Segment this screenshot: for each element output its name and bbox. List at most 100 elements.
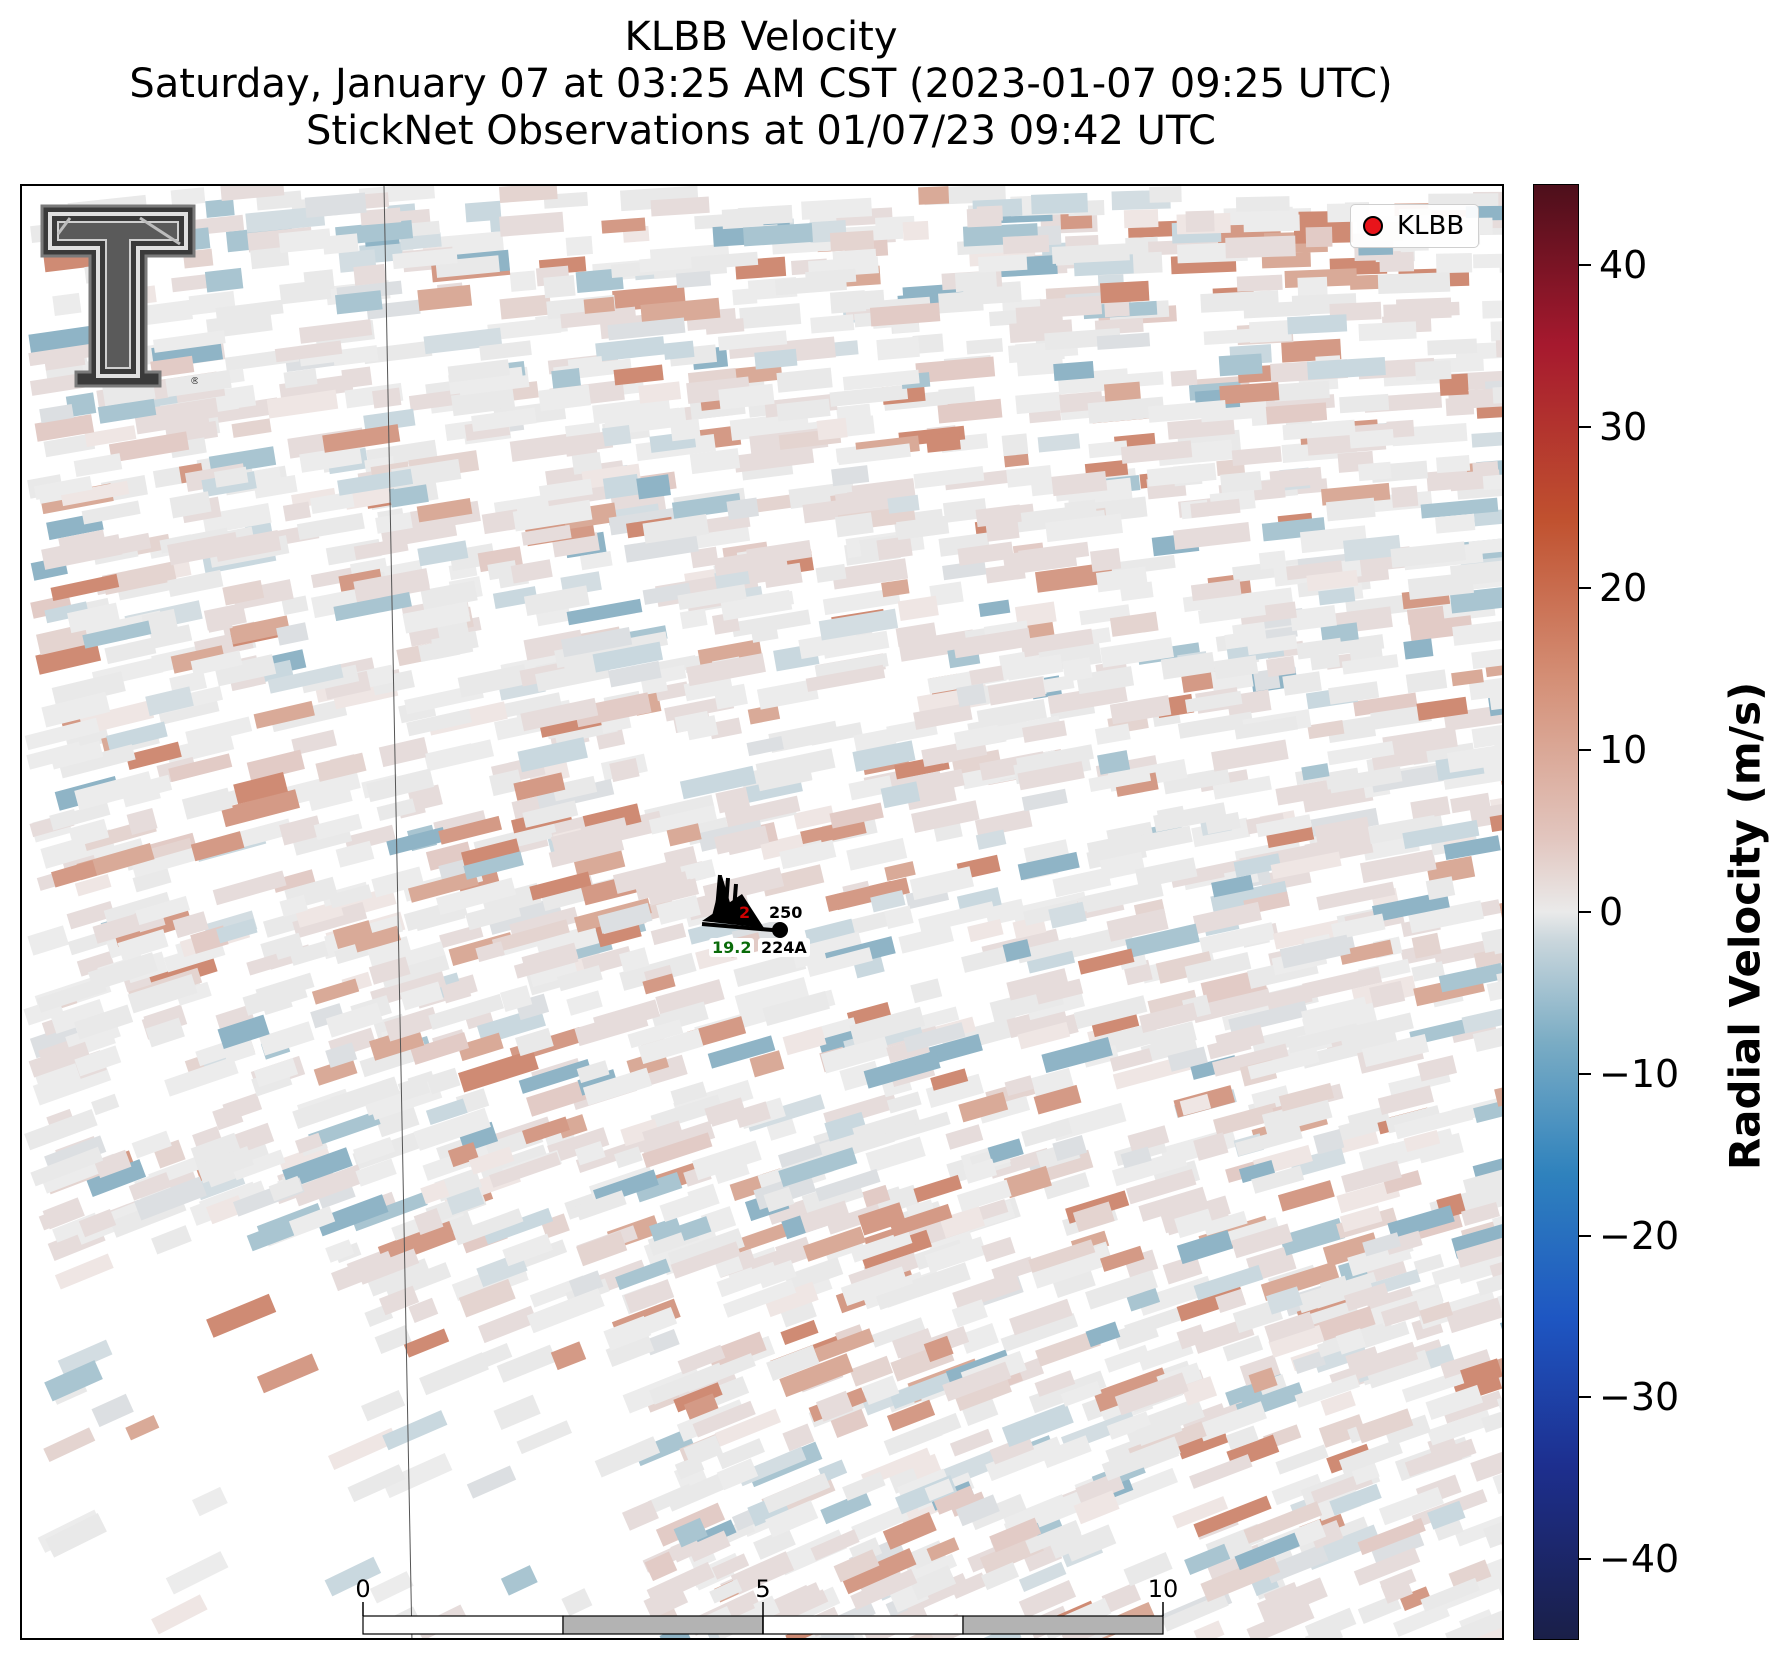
velocity-gate [1001, 433, 1029, 457]
velocity-gate [1292, 1350, 1326, 1374]
velocity-gate [1009, 1298, 1073, 1336]
velocity-gate [246, 1219, 295, 1252]
velocity-gate [915, 356, 996, 384]
velocity-gate [151, 397, 219, 424]
velocity-gate [1246, 1603, 1315, 1638]
colorbar-tick [1579, 1072, 1591, 1075]
title-radar: KLBB Velocity [624, 14, 898, 60]
velocity-gate [1137, 1337, 1194, 1371]
velocity-gate [1319, 1275, 1350, 1299]
station-wind-barb[interactable] [701, 874, 788, 938]
velocity-gate [382, 1452, 453, 1499]
velocity-gate [1399, 1586, 1432, 1612]
velocity-gate [57, 1339, 113, 1376]
velocity-gate [322, 233, 359, 255]
velocity-gate [368, 956, 411, 985]
velocity-gate [670, 1536, 702, 1563]
velocity-gate [74, 1004, 134, 1040]
velocity-gate [830, 1408, 869, 1439]
velocity-gate [677, 584, 747, 610]
velocity-gate [172, 911, 209, 939]
velocity-gate [576, 1060, 610, 1084]
velocity-gate [655, 979, 725, 1018]
velocity-gate [190, 831, 245, 862]
velocity-gate [167, 531, 240, 566]
velocity-gate [683, 1393, 719, 1420]
velocity-gate [1247, 1048, 1320, 1080]
velocity-gate [28, 323, 109, 354]
velocity-gate [44, 601, 89, 624]
velocity-gate [1260, 1261, 1340, 1301]
velocity-gate [1234, 1532, 1300, 1571]
velocity-gate [278, 228, 332, 254]
velocity-gate [1127, 1125, 1170, 1153]
radar-map[interactable]: 0 5 10 km 2 250 19.2 224A KLBB ® [20, 184, 1504, 1640]
velocity-gate [34, 414, 95, 442]
velocity-gate [1455, 1237, 1502, 1268]
velocity-gate [620, 1118, 660, 1147]
velocity-gate [1153, 802, 1227, 833]
velocity-gate [1316, 881, 1396, 911]
velocity-gate [967, 918, 1004, 943]
velocity-gate [1062, 657, 1093, 682]
velocity-gate [663, 340, 695, 360]
velocity-gate [746, 736, 784, 757]
velocity-gate [776, 398, 831, 422]
velocity-gate [679, 765, 757, 800]
velocity-gate [597, 902, 653, 934]
velocity-gate [756, 678, 819, 710]
velocity-gate [642, 513, 710, 544]
velocity-gate [1443, 835, 1501, 861]
velocity-gate [801, 197, 873, 220]
velocity-gate [1384, 1230, 1423, 1255]
velocity-gate [1483, 1504, 1502, 1549]
velocity-gate [315, 752, 367, 782]
velocity-gate [73, 453, 123, 478]
velocity-gate [1357, 1517, 1426, 1556]
velocity-gate [246, 749, 305, 783]
velocity-gate [1140, 825, 1193, 852]
colorbar-tick [1579, 263, 1591, 266]
velocity-gate [594, 1436, 661, 1478]
velocity-gate [924, 1478, 954, 1502]
velocity-gate [614, 1146, 643, 1169]
velocity-gate [814, 1328, 875, 1363]
velocity-gate [1109, 611, 1159, 637]
velocity-gate [145, 1017, 185, 1048]
county-boundary [383, 186, 413, 1638]
velocity-gate [171, 273, 210, 293]
velocity-gate [1481, 1393, 1502, 1433]
colorbar-tick [1579, 1558, 1591, 1561]
velocity-gate [1051, 471, 1108, 497]
velocity-gate [231, 1149, 286, 1181]
velocity-gate [1134, 857, 1198, 889]
colorbar-tick-label: −20 [1599, 1213, 1680, 1258]
velocity-gate [43, 350, 86, 371]
velocity-gate [1170, 858, 1247, 888]
velocity-gate [41, 691, 111, 728]
velocity-gate [1336, 1179, 1401, 1214]
colorbar-tick-label: −10 [1599, 1051, 1680, 1096]
velocity-gate [369, 1571, 414, 1604]
velocity-gate [761, 864, 825, 897]
velocity-gate [1435, 252, 1473, 274]
velocity-gate [768, 720, 839, 753]
velocity-gate [560, 306, 637, 329]
velocity-gate [985, 562, 1026, 584]
velocity-gate [942, 1361, 1012, 1402]
velocity-gate [84, 425, 137, 448]
velocity-gate [1473, 253, 1502, 269]
velocity-gate [1438, 962, 1502, 993]
velocity-gate [126, 807, 158, 835]
velocity-gate [1114, 1372, 1189, 1416]
velocity-gate [1442, 1390, 1502, 1424]
velocity-gate [1343, 1282, 1390, 1312]
velocity-gate [1210, 880, 1290, 917]
velocity-gate [969, 1493, 1027, 1531]
velocity-gate [762, 990, 830, 1026]
colorbar-tick [1579, 749, 1591, 752]
velocity-gate [609, 757, 640, 783]
velocity-gate [1212, 775, 1272, 800]
scale-tick-10: 10 [1148, 1575, 1179, 1603]
velocity-gate [30, 594, 73, 619]
